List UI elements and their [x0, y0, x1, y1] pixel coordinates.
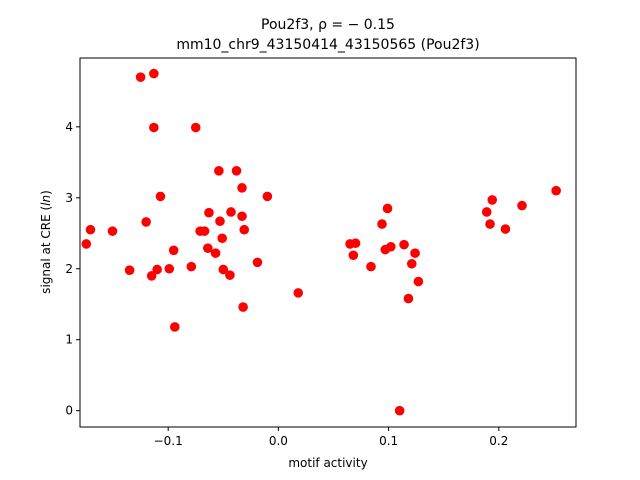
data-point: [406, 258, 417, 269]
data-point: [377, 219, 387, 229]
data-point: [403, 293, 414, 304]
data-point: [413, 276, 424, 287]
x-tick-label: 0.0: [269, 434, 288, 448]
data-point: [225, 270, 235, 280]
data-point: [146, 271, 157, 281]
chart-title: Pou2f3, ρ = − 0.15: [261, 17, 395, 33]
data-point: [164, 263, 175, 274]
data-point: [204, 207, 214, 218]
y-tick-label: 2: [65, 262, 73, 276]
y-axis-label: signal at CRE (ln): [39, 190, 53, 294]
data-point: [394, 405, 405, 416]
data-point: [81, 239, 92, 249]
data-point: [215, 216, 225, 227]
data-point: [152, 264, 162, 275]
y-axis-label-suffix: ): [39, 190, 53, 195]
data-point: [366, 261, 376, 272]
data-point: [239, 224, 250, 235]
data-point: [124, 265, 135, 275]
data-point: [199, 226, 210, 236]
y-tick-label: 3: [65, 191, 73, 205]
data-point: [214, 166, 224, 176]
y-axis-label-prefix: signal at CRE (: [39, 206, 53, 294]
y-tick-label: 4: [65, 120, 73, 134]
data-point: [169, 322, 180, 332]
x-axis-label: motif activity: [288, 456, 367, 470]
data-point: [348, 250, 359, 261]
data-point: [485, 219, 495, 229]
x-tick-label: 0.1: [379, 434, 398, 448]
data-point: [500, 224, 511, 234]
data-point: [293, 288, 304, 298]
data-point: [386, 241, 396, 252]
data-point: [210, 248, 221, 258]
data-point: [231, 166, 242, 176]
x-axis-ticks: −0.1 0.0 0.1 0.2: [154, 427, 508, 448]
data-point: [238, 302, 248, 312]
data-point: [107, 226, 118, 236]
data-point: [481, 207, 492, 217]
data-point: [85, 224, 96, 235]
data-point: [186, 261, 197, 272]
data-point: [218, 264, 229, 275]
data-point: [141, 217, 151, 227]
data-point: [382, 203, 393, 214]
y-tick-label: 0: [65, 404, 73, 418]
data-point: [168, 245, 179, 256]
chart-subtitle: mm10_chr9_43150414_43150565 (Pou2f3): [176, 37, 479, 53]
data-point: [410, 248, 420, 258]
data-points: [81, 68, 561, 416]
x-tick-label: −0.1: [154, 434, 183, 448]
data-point: [149, 68, 159, 79]
data-point: [149, 122, 159, 133]
data-point: [237, 183, 247, 193]
data-point: [226, 207, 236, 217]
data-point: [190, 122, 201, 133]
data-point: [399, 239, 409, 250]
data-point: [237, 211, 247, 222]
y-axis-label-italic: ln: [39, 195, 53, 206]
y-axis-ticks: 0 1 2 3 4: [65, 120, 80, 418]
data-point: [252, 257, 263, 268]
x-tick-label: 0.2: [489, 434, 508, 448]
data-point: [517, 200, 527, 211]
data-point: [155, 191, 166, 202]
data-point: [217, 233, 227, 244]
y-tick-label: 1: [65, 333, 73, 347]
data-point: [262, 191, 273, 202]
data-point: [203, 243, 213, 253]
data-point: [135, 72, 146, 82]
plot-area-frame: [79, 57, 577, 428]
data-point: [551, 185, 561, 196]
data-point: [487, 195, 498, 205]
data-point: [350, 238, 361, 249]
